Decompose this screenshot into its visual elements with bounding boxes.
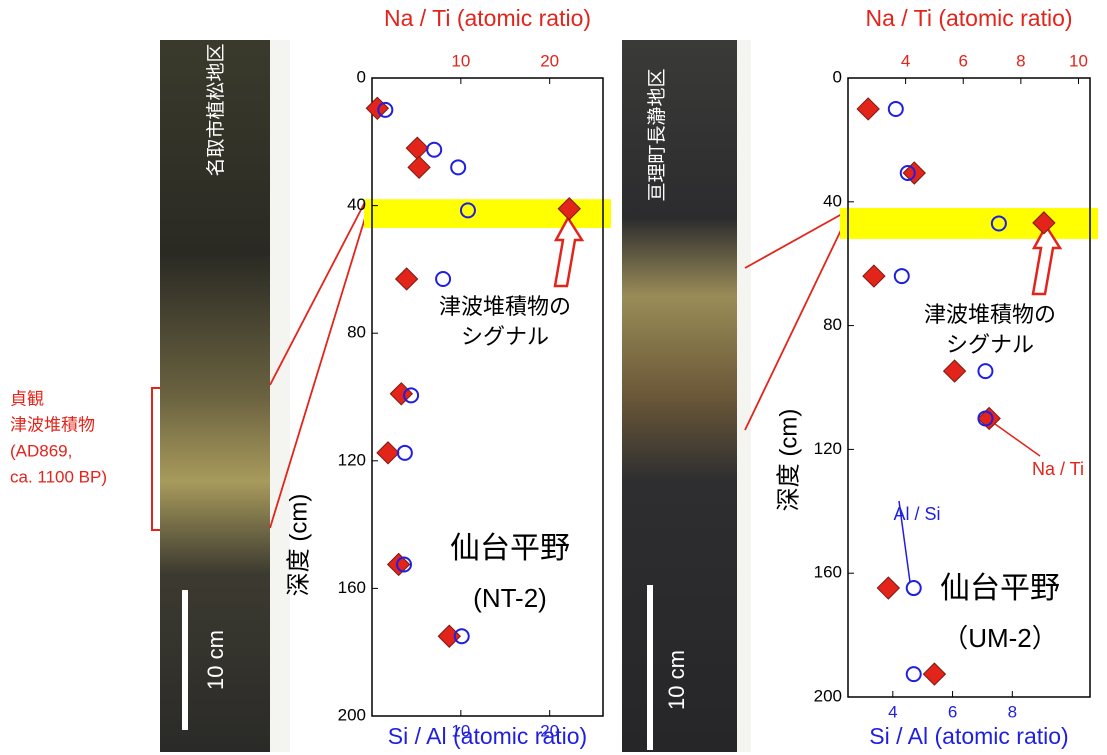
- annotation-arrow: [555, 218, 582, 286]
- note-line: ca. 1100 BP): [10, 467, 107, 486]
- x-tick-label: 8: [1008, 702, 1017, 721]
- x2-tick-label: 10: [1069, 51, 1088, 70]
- x-tick-label: 6: [948, 702, 957, 721]
- scale-bar: [182, 590, 188, 730]
- chart: 0 40 80 120 160 200 4 6 8 4 6 8 10 Na / Ti (atomic ra…: [775, 5, 1098, 749]
- core-label: 名取市植松地区: [205, 43, 227, 176]
- scale-bar: [647, 585, 653, 750]
- note-line: 貞観: [10, 389, 44, 408]
- annotation-line: シグナル: [946, 332, 1034, 357]
- scale-label: 10 cm: [203, 630, 228, 690]
- x2-tick-label: 10: [451, 51, 470, 70]
- data-point: [863, 265, 885, 287]
- data-point: [408, 156, 430, 178]
- ruler: [270, 40, 290, 752]
- annotation-line: 津波堆積物の: [439, 294, 571, 319]
- x2-tick-label: 6: [959, 51, 968, 70]
- series-label: Al / Si: [893, 504, 940, 524]
- chart-title: 仙台平野: [450, 532, 570, 565]
- data-point: [944, 360, 966, 382]
- core-label: 亘理町長瀞地区: [646, 68, 668, 201]
- note-line: 津波堆積物: [10, 415, 95, 434]
- core-image: [622, 40, 737, 752]
- data-point: [978, 364, 992, 378]
- connector-lines: [270, 202, 842, 528]
- x-axis-label: Si / Al (atomic ratio): [869, 723, 1068, 749]
- x2-tick-label: 8: [1016, 51, 1025, 70]
- deposit-note: 貞観 津波堆積物 (AD869, ca. 1100 BP): [10, 388, 160, 530]
- y-tick-label: 40: [823, 191, 842, 210]
- highlight-band: [840, 208, 1098, 239]
- data-point: [923, 663, 945, 685]
- x2-axis-label: Na / Ti (atomic ratio): [865, 5, 1072, 31]
- y-axis-label: 深度 (cm): [285, 494, 312, 597]
- data-point: [857, 98, 879, 120]
- data-point: [907, 581, 921, 595]
- x2-tick-label: 20: [540, 51, 559, 70]
- y-tick-label: 120: [814, 439, 842, 458]
- chart-subtitle: (NT-2): [473, 583, 547, 613]
- core-photo-2: 亘理町長瀞地区 10 cm: [622, 40, 751, 752]
- y-tick-label: 40: [347, 195, 366, 214]
- x-tick-label: 4: [888, 702, 897, 721]
- y-tick-label: 80: [823, 315, 842, 334]
- y-tick-label: 200: [814, 686, 842, 705]
- figure: 名取市植松地区 10 cm 亘理町長瀞地区 10 cm 貞観 津波堆積物 (AD…: [0, 0, 1107, 755]
- series-label: Na / Ti: [1032, 459, 1084, 479]
- ruler: [737, 40, 751, 752]
- data-point: [406, 137, 428, 159]
- data-point: [388, 553, 410, 575]
- label-pointer: [995, 424, 1040, 456]
- data-point: [877, 577, 899, 599]
- y-tick-label: 120: [338, 450, 366, 469]
- y-tick-label: 160: [338, 578, 366, 597]
- x-axis-label: Si / Al (atomic ratio): [388, 723, 587, 749]
- y-tick-label: 80: [347, 323, 366, 342]
- annotation-line: シグナル: [461, 324, 549, 349]
- y-axis-label: 深度 (cm): [775, 409, 802, 512]
- y-tick-label: 200: [338, 705, 366, 724]
- scale-label: 10 cm: [664, 650, 689, 710]
- data-point: [427, 143, 441, 157]
- y-tick-label: 0: [357, 67, 366, 86]
- annotation-line: 津波堆積物の: [924, 302, 1056, 327]
- data-point: [889, 102, 903, 116]
- y-tick-label: 160: [814, 563, 842, 582]
- data-point: [377, 442, 399, 464]
- chart-title: 仙台平野: [940, 572, 1060, 605]
- y-tick-label: 0: [833, 67, 842, 86]
- core-photo-1: 名取市植松地区 10 cm: [160, 40, 290, 752]
- data-point: [895, 269, 909, 283]
- data-point: [398, 446, 412, 460]
- data-point: [436, 272, 450, 286]
- chart-subtitle: （UM-2）: [942, 623, 1058, 653]
- data-point: [396, 268, 418, 290]
- data-point: [451, 160, 465, 174]
- data-point: [438, 625, 460, 647]
- x2-axis-label: Na / Ti (atomic ratio): [384, 5, 591, 31]
- note-line: (AD869,: [10, 441, 72, 460]
- bracket: [152, 388, 160, 530]
- data-point: [907, 667, 921, 681]
- x2-tick-label: 4: [901, 51, 910, 70]
